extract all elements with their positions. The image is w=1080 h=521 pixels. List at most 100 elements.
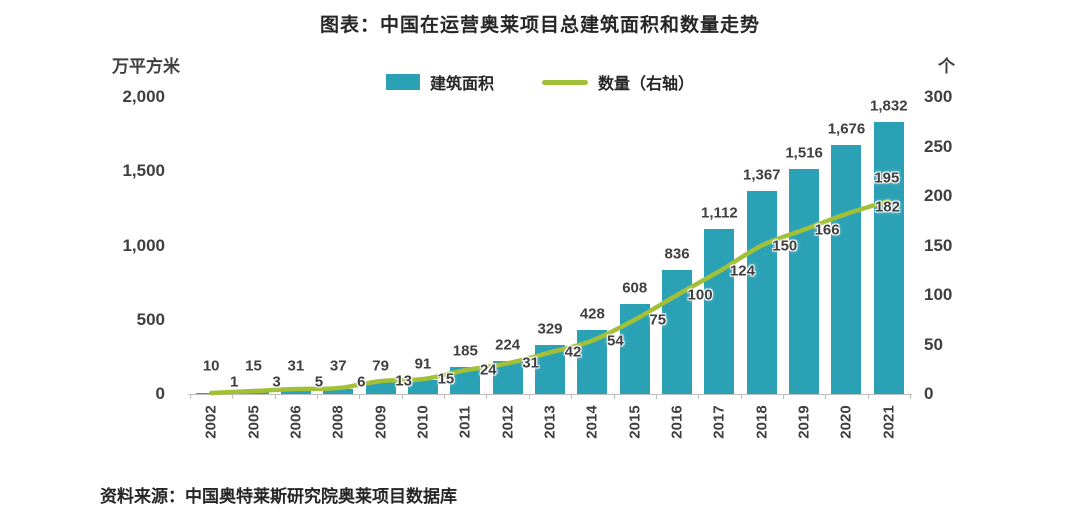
line-value-label: 15 [437, 370, 455, 388]
bar-2010 [407, 380, 438, 394]
line-value-label: 182 [874, 198, 900, 216]
bar-value-label: 1,832 [870, 97, 908, 115]
y-left-tick-label: 2,000 [122, 87, 165, 106]
bar-value-label: 37 [329, 357, 347, 375]
bar-2002 [196, 392, 227, 394]
x-axis-tick [486, 394, 488, 399]
x-tick-label-2009: 2009 [372, 405, 390, 439]
x-axis-tick [190, 394, 191, 399]
y-left-tick-label: 1,000 [122, 235, 165, 255]
x-tick-label-2008: 2008 [329, 405, 347, 439]
y-right-tick-label: 0 [924, 384, 934, 403]
line-value-label: 195 [874, 169, 900, 187]
x-axis-tick [232, 394, 234, 399]
x-tick-label-2010: 2010 [414, 405, 432, 439]
x-axis-tick [910, 394, 911, 399]
y-left-tick-label: 500 [136, 309, 165, 329]
x-tick-label-2015: 2015 [626, 405, 644, 439]
x-tick-label-2005: 2005 [245, 405, 263, 439]
bar-value-label: 185 [452, 342, 478, 360]
x-tick-label-2012: 2012 [499, 405, 517, 439]
bar-value-label: 608 [622, 279, 648, 297]
bar-2005 [238, 391, 269, 394]
line-value-label: 31 [522, 354, 539, 372]
x-axis-tick [740, 394, 742, 399]
x-tick-label-2002: 2002 [202, 405, 220, 439]
x-axis-tick [698, 394, 700, 399]
bar-2013 [535, 345, 565, 394]
x-axis-tick [571, 394, 573, 399]
y-right-tick-label: 50 [924, 334, 943, 354]
x-tick-label-2006: 2006 [287, 405, 305, 439]
bar-value-label: 836 [664, 245, 690, 263]
source-note: 资料来源：中国奥特莱斯研究院奥莱项目数据库 [100, 487, 457, 506]
y-right-tick-label: 300 [924, 87, 953, 106]
bar-2015 [619, 303, 650, 394]
line-value-label: 75 [649, 311, 667, 329]
bar-2014 [577, 330, 608, 394]
line-value-label: 5 [314, 373, 324, 391]
bar-value-label: 15 [245, 357, 262, 375]
bar-2017 [704, 228, 735, 394]
line-value-label: 150 [772, 237, 798, 254]
x-tick-label-2016: 2016 [668, 405, 686, 439]
x-axis-tick [782, 394, 784, 399]
bar-value-label: 224 [495, 336, 521, 354]
bar-2011 [450, 366, 481, 394]
x-axis-line [188, 394, 912, 395]
bar-swatch-icon [385, 74, 420, 90]
legend-label-count: 数量（右轴） [598, 76, 695, 93]
bar-2009 [365, 382, 396, 394]
bar-value-label: 1,676 [827, 120, 866, 138]
bar-2006 [280, 389, 311, 394]
x-axis-tick [867, 394, 869, 399]
x-tick-label-2017: 2017 [710, 405, 728, 439]
bar-value-label: 1,112 [701, 204, 738, 222]
y-right-tick-label: 200 [924, 186, 953, 205]
x-tick-label-2018: 2018 [753, 405, 771, 439]
line-value-label: 3 [272, 373, 281, 391]
bar-value-label: 1,516 [785, 144, 823, 162]
x-axis-tick [825, 394, 827, 399]
y-right-tick-label: 250 [924, 136, 953, 156]
x-axis-tick [528, 394, 530, 399]
legend-label-building-area: 建筑面积 [429, 76, 494, 93]
bar-value-label: 428 [579, 305, 605, 323]
bar-2018 [746, 191, 777, 394]
x-axis-tick [613, 394, 615, 399]
line-value-label: 42 [564, 343, 582, 361]
x-axis-tick [317, 394, 319, 399]
line-value-label: 124 [729, 262, 755, 280]
legend: 建筑面积 数量（右轴） [385, 70, 694, 94]
line-value-label: 166 [814, 221, 840, 239]
x-axis-tick [401, 394, 403, 399]
bar-2019 [789, 168, 820, 394]
line-value-label: 1 [230, 373, 239, 391]
x-axis-tick [274, 394, 276, 399]
bar-value-label: 10 [202, 357, 220, 375]
chart-title: 图表：中国在运营奥莱项目总建筑面积和数量走势 [319, 15, 760, 36]
bar-value-label: 31 [287, 357, 305, 375]
x-tick-label-2019: 2019 [795, 405, 813, 439]
y-right-tick-label: 150 [924, 235, 953, 255]
legend-item-count: 数量（右轴） [542, 70, 694, 94]
legend-item-building-area: 建筑面积 [385, 70, 494, 94]
bar-value-label: 79 [372, 357, 389, 375]
x-axis-tick [444, 394, 446, 399]
line-value-label: 13 [395, 372, 412, 390]
y-left-tick-label: 0 [155, 384, 165, 403]
x-axis-tick [655, 394, 657, 399]
bar-2020 [831, 145, 862, 394]
bar-value-label: 1,367 [742, 166, 781, 184]
bar-2012 [492, 360, 523, 394]
y-right-tick-label: 100 [924, 285, 953, 304]
bar-2008 [323, 388, 354, 394]
line-swatch-icon [542, 79, 588, 85]
y-left-tick-label: 1,500 [122, 161, 165, 181]
bar-value-label: 91 [414, 355, 432, 373]
left-axis-unit-label: 万平方米 [112, 57, 180, 76]
right-axis-unit-label: 个 [938, 57, 955, 76]
